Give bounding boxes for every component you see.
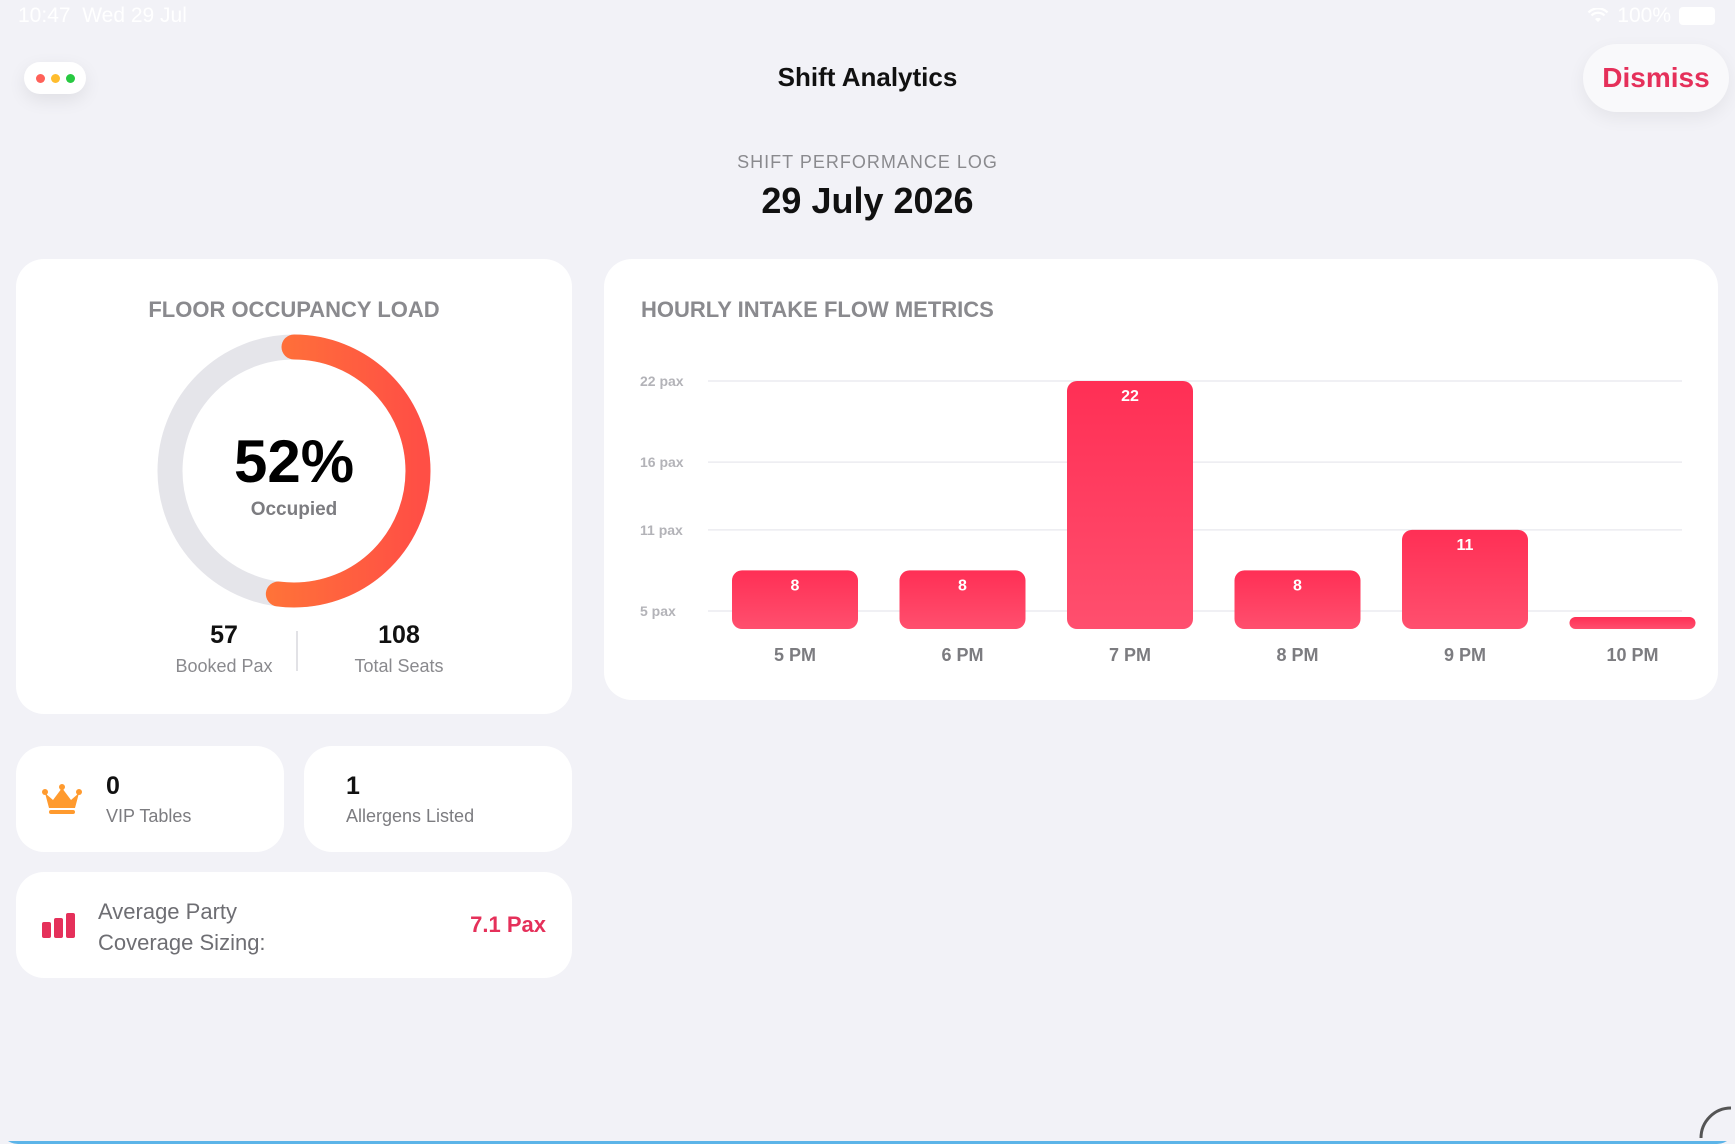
- status-time-date: 10:47 Wed 29 Jul: [18, 4, 187, 28]
- bar-value-label: 8: [1293, 577, 1302, 594]
- log-date: 29 July 2026: [761, 180, 974, 221]
- resize-handle-icon[interactable]: [1695, 1100, 1735, 1140]
- bar-chart-icon: [42, 913, 75, 938]
- bar-7-pm: [1067, 381, 1193, 629]
- dot-icon: [35, 73, 45, 83]
- bar-chart: 5 pax 11 pax 16 pax 22 pax 8 5 PM 8 6 PM 22 7 PM 8…: [640, 373, 1696, 665]
- bar-5-pm: [732, 570, 858, 629]
- window-menu-button[interactable]: [24, 62, 86, 94]
- bar-6-pm: [899, 570, 1026, 629]
- bar-9-pm: [1402, 529, 1528, 629]
- total-seats-stat: 108 Total Seats: [309, 621, 489, 677]
- x-tick-label: 6 PM: [941, 645, 983, 665]
- stat-divider: [296, 631, 298, 671]
- wifi-icon: [1587, 8, 1609, 22]
- status-date: Wed 29 Jul: [82, 4, 187, 27]
- bar-value-label: 8: [958, 577, 967, 594]
- dot-icon: [65, 73, 75, 83]
- occupancy-status: Occupied: [250, 499, 338, 520]
- total-seats-label: Total Seats: [354, 656, 444, 676]
- bar-value-label: 8: [791, 577, 800, 594]
- occupancy-card: FLOOR OCCUPANCY LOAD 52% Occupied 57 Boo…: [16, 259, 572, 714]
- dismiss-button[interactable]: Dismiss: [1583, 44, 1729, 112]
- status-time: 10:47: [18, 4, 71, 27]
- x-tick-label: 7 PM: [1109, 645, 1151, 665]
- battery-percent: 100%: [1617, 4, 1671, 27]
- y-tick-label: 5 pax: [640, 603, 676, 619]
- log-caption: SHIFT PERFORMANCE LOG: [737, 152, 998, 172]
- bar-10-pm: [1569, 617, 1696, 629]
- crown-icon: [42, 784, 82, 814]
- average-party-value: 7.1 Pax: [470, 912, 546, 937]
- ring-progress: [157, 334, 431, 608]
- x-tick-label: 10 PM: [1606, 645, 1658, 665]
- dot-icon: [50, 73, 60, 83]
- bar-value-label: 22: [1121, 388, 1139, 405]
- bar-8-pm: [1234, 570, 1361, 629]
- battery-icon: [1679, 7, 1715, 25]
- allergens-card: 1 Allergens Listed: [304, 746, 572, 852]
- chart-title: HOURLY INTAKE FLOW METRICS: [641, 297, 994, 322]
- vip-tables-card: 0 VIP Tables: [16, 746, 284, 852]
- page-title: Shift Analytics: [777, 62, 958, 92]
- booked-pax-label: Booked Pax: [175, 656, 273, 676]
- x-tick-label: 5 PM: [774, 645, 816, 665]
- status-bar: 10:47 Wed 29 Jul 100%: [18, 4, 1715, 28]
- x-tick-label: 9 PM: [1444, 645, 1486, 665]
- occupancy-ring: [157, 334, 431, 608]
- total-seats-value: 108: [378, 621, 420, 649]
- vip-tables-label: VIP Tables: [106, 806, 192, 826]
- occupancy-title: FLOOR OCCUPANCY LOAD: [148, 297, 440, 322]
- allergens-label: Allergens Listed: [346, 806, 475, 826]
- vip-tables-value: 0: [106, 772, 120, 800]
- bar-value-label: 11: [1457, 537, 1474, 554]
- y-tick-label: 11 pax: [640, 522, 683, 538]
- average-party-label: Average Party Coverage Sizing:: [98, 899, 266, 955]
- x-tick-label: 8 PM: [1276, 645, 1318, 665]
- y-tick-label: 22 pax: [640, 373, 684, 389]
- bottom-edge: [0, 1141, 1735, 1144]
- allergens-value: 1: [346, 772, 360, 800]
- booked-pax-value: 57: [210, 621, 238, 649]
- occupancy-percent: 52%: [233, 428, 355, 495]
- booked-pax-stat: 57 Booked Pax: [134, 621, 314, 677]
- hourly-chart-card: HOURLY INTAKE FLOW METRICS 5 pax 11 pax 16…: [604, 259, 1718, 700]
- average-party-card: Average Party Coverage Sizing: 7.1 Pax: [16, 872, 572, 978]
- status-right: 100%: [1587, 4, 1715, 28]
- y-tick-label: 16 pax: [640, 454, 684, 470]
